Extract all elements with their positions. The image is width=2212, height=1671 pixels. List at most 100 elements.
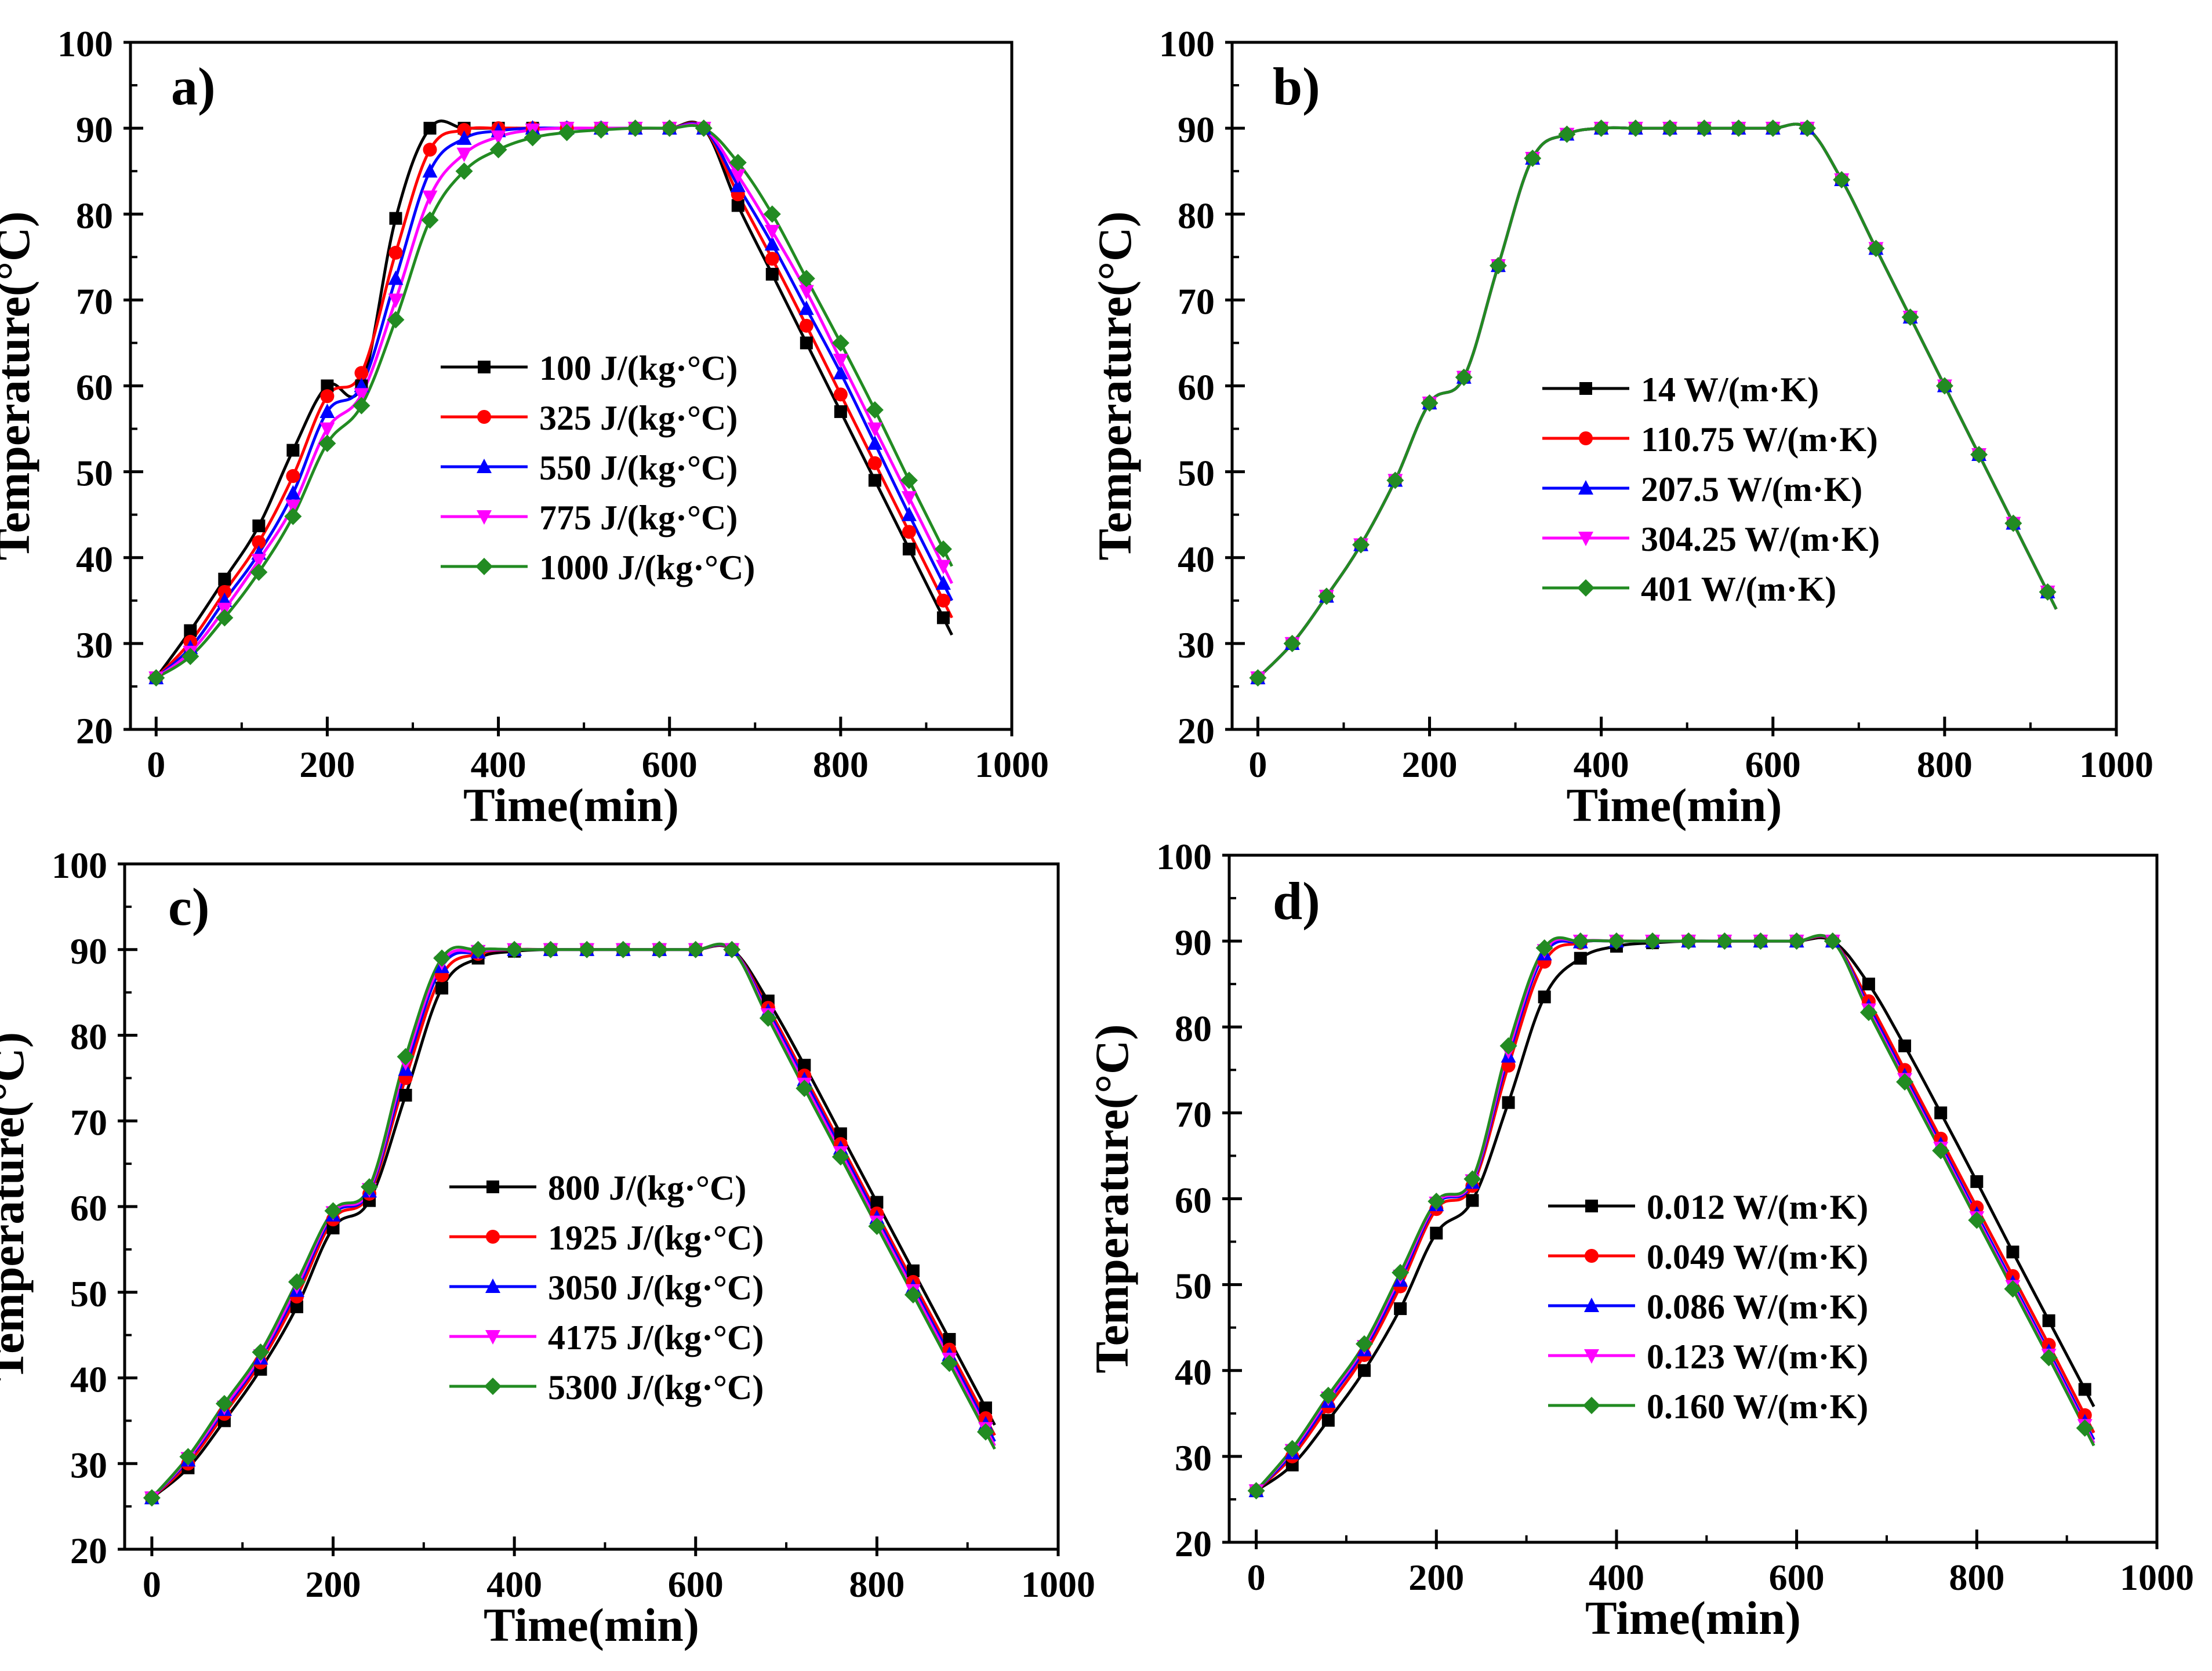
legend-entry: 0.012 W/(m·K) [1647,1188,1868,1226]
legend-entry: 0.160 W/(m·K) [1647,1387,1868,1426]
legend-entry: 3050 J/(kg·°C) [548,1269,764,1307]
data-point-s1 [1934,1106,1948,1120]
x-tick-label: 1000 [2120,1557,2194,1598]
data-point-s5 [1798,119,1816,137]
y-tick-label: 40 [70,1359,107,1400]
data-point-s5 [433,949,451,967]
data-point-s5 [1788,932,1806,950]
data-point-s1 [2006,1245,2020,1259]
data-point-s1 [1394,1302,1407,1316]
data-point-s1 [1358,1364,1371,1377]
data-point-s5 [1249,669,1267,687]
data-point-s4 [764,224,780,239]
legend-entry: 775 J/(kg·°C) [539,499,738,537]
y-tick-label: 60 [70,1187,107,1229]
data-point-s5 [934,540,952,558]
data-point-s5 [626,119,644,137]
data-point-s1 [798,1059,811,1072]
data-point-s3 [319,403,335,418]
data-point-s1 [1430,1226,1443,1240]
data-point-s5 [421,211,439,229]
y-axis-title: Temperature(°C) [0,211,39,560]
data-point-s2 [457,123,471,137]
data-point-s3 [901,506,917,521]
data-point-s5 [397,1048,415,1066]
legend-entry: 550 J/(kg·°C) [539,449,738,487]
y-tick-label: 20 [1178,710,1215,751]
y-tick-label: 20 [76,710,113,751]
y-tick-label: 80 [76,195,113,236]
data-point-s4 [935,560,951,575]
data-point-s5 [592,121,610,139]
data-point-s5 [524,129,542,147]
data-point-s3 [867,435,882,450]
legend-marker [486,1230,500,1244]
legend-entry: 14 W/(m·K) [1641,370,1819,409]
data-point-s5 [1455,368,1473,386]
data-point-s4 [388,293,404,308]
x-tick-label: 200 [299,744,355,785]
data-point-s5 [1247,1482,1265,1500]
data-point-s5 [695,119,713,137]
legend-entry: 0.049 W/(m·K) [1647,1238,1868,1276]
data-point-s5 [1392,1263,1410,1281]
data-point-s5 [866,401,884,419]
legend-entry: 110.75 W/(m·K) [1641,420,1878,459]
y-tick-label: 100 [52,845,107,886]
legend-entry: 5300 J/(kg·°C) [548,1368,764,1407]
x-tick-label: 200 [1408,1557,1464,1598]
data-point-s5 [1524,149,1542,167]
data-point-s2 [423,143,437,157]
data-point-s1 [1574,951,1587,965]
x-tick-label: 0 [1247,1557,1266,1598]
data-point-s5 [729,154,747,172]
legend-marker [477,410,491,424]
x-axis-title: Time(min) [1585,1592,1801,1644]
data-point-s5 [831,1148,849,1166]
data-point-s5 [831,334,849,352]
data-point-s1 [765,267,779,281]
data-point-s5 [1283,634,1301,652]
x-tick-label: 0 [143,1564,161,1605]
data-point-s1 [834,1127,847,1140]
data-point-s2 [765,252,779,266]
data-point-s5 [324,1202,342,1220]
data-point-s5 [1680,932,1698,950]
data-point-s2 [388,245,403,260]
data-point-s2 [867,456,882,470]
x-tick-label: 800 [849,1564,905,1605]
data-point-s5 [143,1489,161,1507]
x-tick-label: 800 [1917,744,1973,785]
y-tick-label: 90 [76,109,113,150]
data-point-s4 [867,422,882,437]
legend-marker [486,1180,499,1193]
legend-marker [1584,1349,1599,1364]
data-point-s3 [798,300,814,315]
data-point-s1 [435,982,449,995]
data-point-s5 [1661,119,1679,137]
data-point-s5 [250,563,268,581]
data-point-s5 [1489,257,1507,275]
data-point-s5 [558,123,576,141]
y-tick-label: 70 [70,1102,107,1143]
data-point-s2 [799,318,813,333]
y-tick-label: 40 [76,539,113,580]
legend-marker [1579,431,1593,445]
y-tick-label: 70 [76,281,113,322]
x-tick-label: 1000 [975,744,1049,785]
x-tick-label: 400 [486,1564,542,1605]
data-point-s5 [2076,1419,2094,1437]
data-point-s1 [184,624,197,637]
x-tick-label: 800 [1949,1557,2004,1598]
data-point-s5 [1386,471,1404,489]
data-point-s4 [901,491,917,506]
x-axis-title: Time(min) [463,779,679,831]
y-tick-label: 70 [1175,1094,1212,1135]
data-point-s5 [1607,932,1625,950]
data-point-s5 [1352,536,1370,554]
data-point-s1 [943,1333,956,1346]
data-point-s3 [285,485,301,500]
data-point-s1 [321,379,334,393]
x-tick-label: 400 [1574,744,1629,785]
data-point-s5 [797,270,815,288]
